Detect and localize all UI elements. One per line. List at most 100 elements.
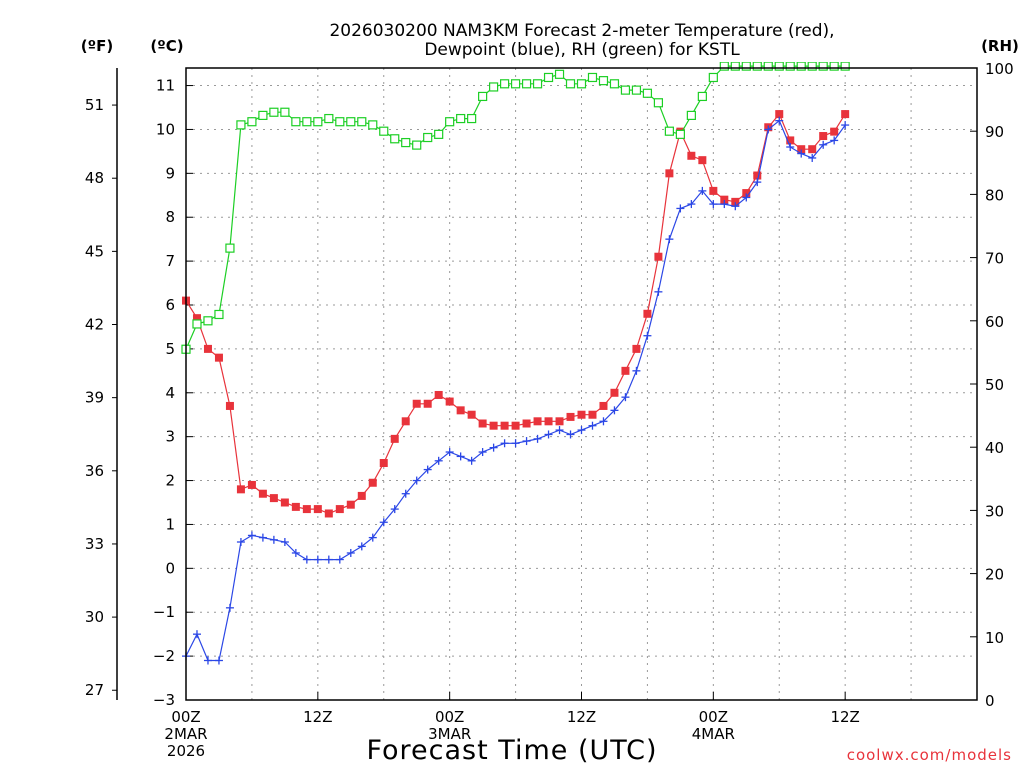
rh-point <box>631 85 642 95</box>
temperature-point <box>786 136 795 145</box>
temperature-point <box>643 309 652 318</box>
rh-point <box>554 69 565 79</box>
fahrenheit-tick-label: 42 <box>85 316 104 334</box>
rh-point <box>532 79 543 89</box>
fahrenheit-tick-label: 33 <box>85 535 104 553</box>
temperature-point <box>368 478 377 487</box>
dewpoint-point <box>731 202 740 211</box>
temperature-point <box>665 169 674 178</box>
temperature-point <box>841 110 850 119</box>
rh-point <box>510 79 521 89</box>
dewpoint-point <box>456 452 465 461</box>
series-rh <box>181 62 850 354</box>
rh-point <box>258 110 268 121</box>
rh-point <box>708 72 718 83</box>
rh-point <box>598 76 609 86</box>
rh-point <box>609 79 620 89</box>
temperature-point <box>533 417 542 426</box>
dewpoint-point <box>335 555 344 564</box>
temperature-point <box>313 505 322 514</box>
rh-point <box>412 140 422 150</box>
dewpoint-point <box>280 538 289 546</box>
rh-point <box>489 82 499 92</box>
rh-point <box>247 117 257 127</box>
rh-point <box>620 85 631 95</box>
chart-title-line2: Dewpoint (blue), RH (green) for KSTL <box>424 40 740 60</box>
temperature-point <box>577 410 586 419</box>
rh-point <box>796 62 806 71</box>
dewpoint-point <box>302 555 311 564</box>
dewpoint-point <box>643 331 652 340</box>
temperature-point <box>621 366 630 375</box>
dewpoint-point <box>665 235 674 244</box>
temperature-point <box>698 156 707 165</box>
dewpoint-point <box>489 443 498 452</box>
rh-point <box>302 117 312 127</box>
temperature-point <box>511 421 520 430</box>
dewpoint-point <box>687 200 696 209</box>
plot-frame <box>185 67 978 701</box>
rh-point <box>774 62 784 71</box>
dewpoint-point <box>720 200 729 209</box>
rh-point <box>840 62 850 71</box>
dewpoint-point <box>753 178 762 187</box>
temperature-point <box>797 145 806 154</box>
temperature-point <box>357 491 366 500</box>
temperature-point <box>654 252 663 261</box>
celsius-unit-label: (ºC) <box>150 37 183 55</box>
grid <box>186 68 977 701</box>
rh-point <box>379 126 389 136</box>
dewpoint-point <box>236 538 245 546</box>
temperature-point <box>819 132 828 141</box>
dewpoint-point <box>346 548 355 557</box>
dewpoint-point <box>621 393 630 402</box>
celsius-tick-label: −2 <box>153 647 175 665</box>
series-dewpoint <box>182 116 850 665</box>
rh-point <box>236 120 246 130</box>
temperature-point <box>291 502 300 511</box>
rh-point <box>664 126 674 136</box>
rh-point <box>280 107 290 117</box>
rh-point <box>225 243 235 253</box>
rh-point <box>390 134 400 144</box>
x-tick-label: 12Z <box>303 708 332 726</box>
rh-point <box>730 62 740 71</box>
rh-point <box>576 79 587 89</box>
dewpoint-point <box>357 542 366 551</box>
temperature-point <box>830 127 839 136</box>
fahrenheit-tick-label: 36 <box>85 462 104 480</box>
rh-point <box>478 91 488 102</box>
celsius-tick-label: 6 <box>165 296 175 314</box>
rh-point <box>565 79 576 89</box>
rh-point <box>785 62 795 71</box>
temperature-point <box>346 500 355 509</box>
temperature-point <box>753 171 762 180</box>
rh-point <box>499 79 510 89</box>
dewpoint-point <box>379 518 388 527</box>
x-date-label: 3MAR <box>428 725 471 743</box>
dewpoint-point <box>390 505 399 514</box>
dewpoint-point <box>841 121 850 130</box>
rh-point <box>686 110 696 121</box>
rh-point <box>763 62 773 71</box>
rh-tick-label: 20 <box>985 566 1004 584</box>
fahrenheit-tick-label: 39 <box>85 389 104 407</box>
dewpoint-point <box>786 143 795 151</box>
rh-point <box>346 117 356 127</box>
celsius-tick-label: 9 <box>165 164 175 182</box>
rh-point <box>214 309 224 320</box>
dewpoint-point <box>599 417 608 426</box>
temperature-point <box>401 417 410 426</box>
x-tick-label: 00Z <box>435 708 464 726</box>
dewpoint-point <box>269 535 278 544</box>
dewpoint-point <box>588 421 597 430</box>
rh-tick-label: 50 <box>985 376 1004 394</box>
rh-point <box>269 107 279 117</box>
temperature-point <box>478 419 487 428</box>
dewpoint-point <box>544 430 553 439</box>
dewpoint-point <box>654 287 663 296</box>
temperature-point <box>324 509 333 518</box>
temperature-point <box>544 417 553 426</box>
temperature-point <box>522 419 531 428</box>
rh-point <box>741 62 751 71</box>
